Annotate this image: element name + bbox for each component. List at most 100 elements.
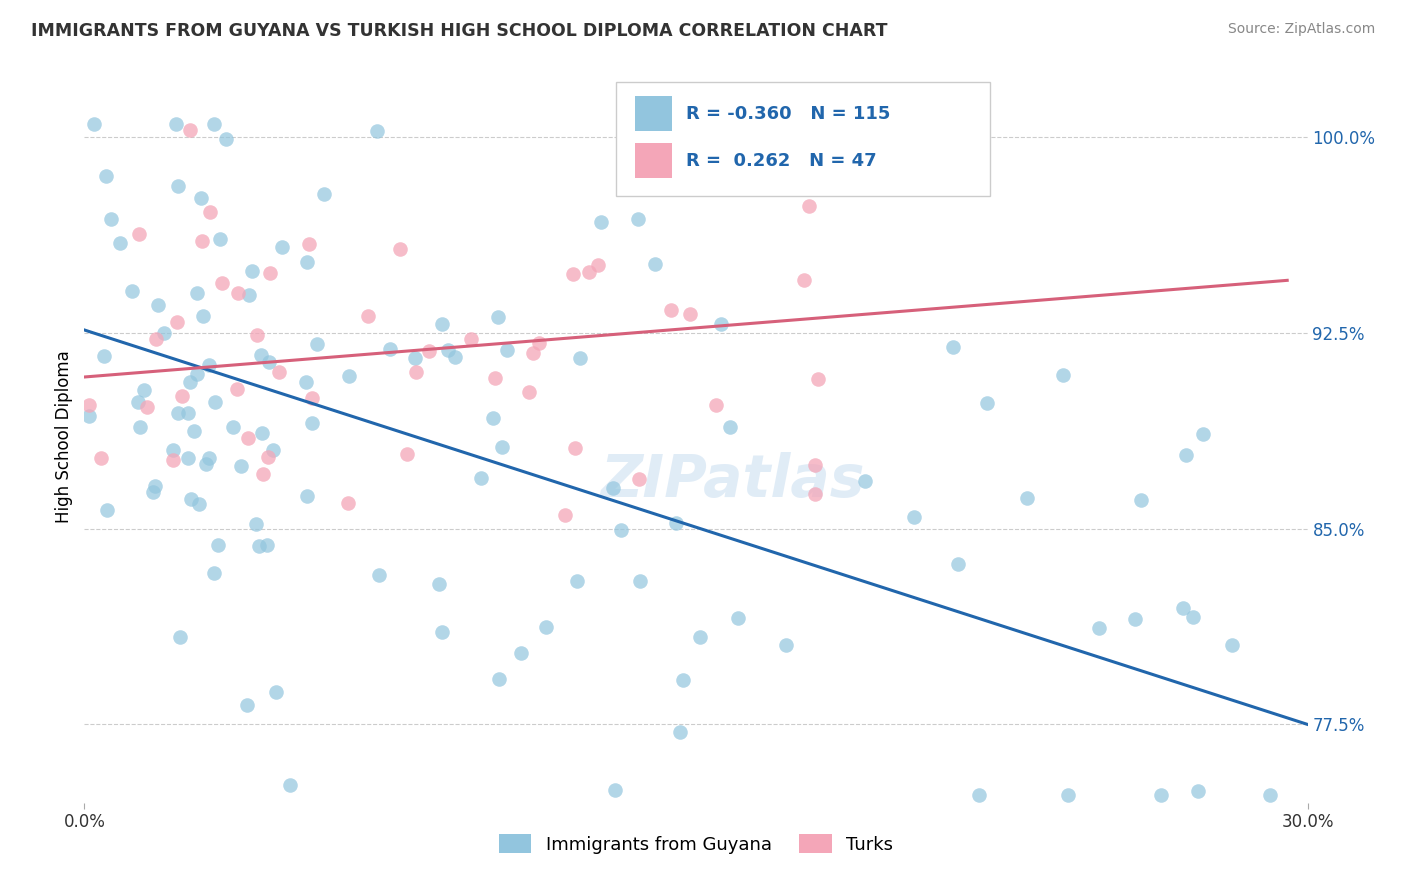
- Point: [378, 342, 401, 356]
- Point: [183, 425, 205, 439]
- Point: [146, 298, 169, 312]
- Text: Source: ZipAtlas.com: Source: ZipAtlas.com: [1227, 22, 1375, 37]
- Point: [187, 497, 209, 511]
- Text: R = -0.360   N = 115: R = -0.360 N = 115: [686, 104, 890, 123]
- Point: [257, 450, 280, 464]
- Point: [679, 307, 702, 321]
- Point: [610, 523, 633, 537]
- Point: [96, 503, 118, 517]
- Point: [136, 400, 159, 414]
- Point: [246, 328, 269, 343]
- Point: [418, 343, 440, 358]
- Point: [602, 482, 624, 496]
- Point: [565, 574, 588, 588]
- Point: [704, 398, 727, 412]
- Point: [1182, 610, 1205, 624]
- Point: [94, 169, 117, 183]
- Point: [298, 236, 321, 251]
- Point: [488, 672, 510, 686]
- Point: [967, 788, 990, 802]
- Point: [1017, 491, 1039, 505]
- Point: [804, 458, 827, 472]
- Point: [561, 267, 583, 281]
- Point: [437, 343, 460, 358]
- Point: [186, 286, 208, 301]
- Point: [509, 646, 531, 660]
- Text: ZIPatlas: ZIPatlas: [600, 452, 865, 509]
- Point: [207, 538, 229, 552]
- Point: [627, 472, 650, 486]
- Point: [1174, 448, 1197, 462]
- Point: [127, 395, 149, 409]
- Point: [432, 625, 454, 640]
- Point: [93, 349, 115, 363]
- Point: [665, 516, 688, 531]
- Point: [1173, 601, 1195, 615]
- Point: [628, 574, 651, 588]
- Point: [252, 467, 274, 481]
- Point: [179, 123, 201, 137]
- Point: [121, 285, 143, 299]
- Point: [1191, 426, 1213, 441]
- Point: [90, 450, 112, 465]
- Point: [256, 539, 278, 553]
- Point: [169, 630, 191, 644]
- Point: [247, 539, 270, 553]
- Point: [432, 317, 454, 331]
- Point: [295, 375, 318, 389]
- Point: [591, 215, 613, 229]
- Point: [195, 457, 218, 471]
- Point: [797, 199, 820, 213]
- Point: [186, 367, 208, 381]
- Legend: Immigrants from Guyana, Turks: Immigrants from Guyana, Turks: [492, 827, 900, 861]
- Point: [245, 516, 267, 531]
- Point: [295, 489, 318, 503]
- Point: [804, 487, 827, 501]
- Point: [491, 440, 513, 454]
- Point: [200, 204, 222, 219]
- Point: [301, 391, 323, 405]
- Point: [270, 239, 292, 253]
- Point: [312, 187, 335, 202]
- Point: [177, 451, 200, 466]
- Point: [1150, 788, 1173, 802]
- Point: [470, 471, 492, 485]
- Point: [1130, 493, 1153, 508]
- Point: [190, 190, 212, 204]
- Point: [153, 326, 176, 341]
- Point: [1187, 784, 1209, 798]
- Point: [976, 396, 998, 410]
- Point: [198, 358, 221, 372]
- Point: [337, 496, 360, 510]
- Point: [166, 117, 188, 131]
- Point: [586, 258, 609, 272]
- Point: [405, 365, 427, 379]
- Point: [202, 566, 225, 580]
- Y-axis label: High School Diploma: High School Diploma: [55, 351, 73, 524]
- Point: [668, 725, 690, 739]
- Point: [250, 348, 273, 362]
- Point: [659, 303, 682, 318]
- Point: [1260, 788, 1282, 802]
- Point: [389, 242, 412, 256]
- Point: [77, 398, 100, 412]
- Point: [180, 492, 202, 507]
- Point: [264, 684, 287, 698]
- Point: [775, 638, 797, 652]
- Point: [128, 227, 150, 241]
- Point: [942, 340, 965, 354]
- Point: [718, 420, 741, 434]
- Point: [132, 383, 155, 397]
- Point: [527, 335, 550, 350]
- Point: [554, 508, 576, 523]
- Point: [226, 382, 249, 396]
- Point: [297, 254, 319, 268]
- Point: [167, 179, 190, 194]
- Point: [209, 232, 232, 246]
- Point: [238, 287, 260, 301]
- Point: [269, 365, 291, 379]
- Point: [83, 117, 105, 131]
- Point: [211, 277, 233, 291]
- Point: [564, 441, 586, 455]
- Point: [793, 273, 815, 287]
